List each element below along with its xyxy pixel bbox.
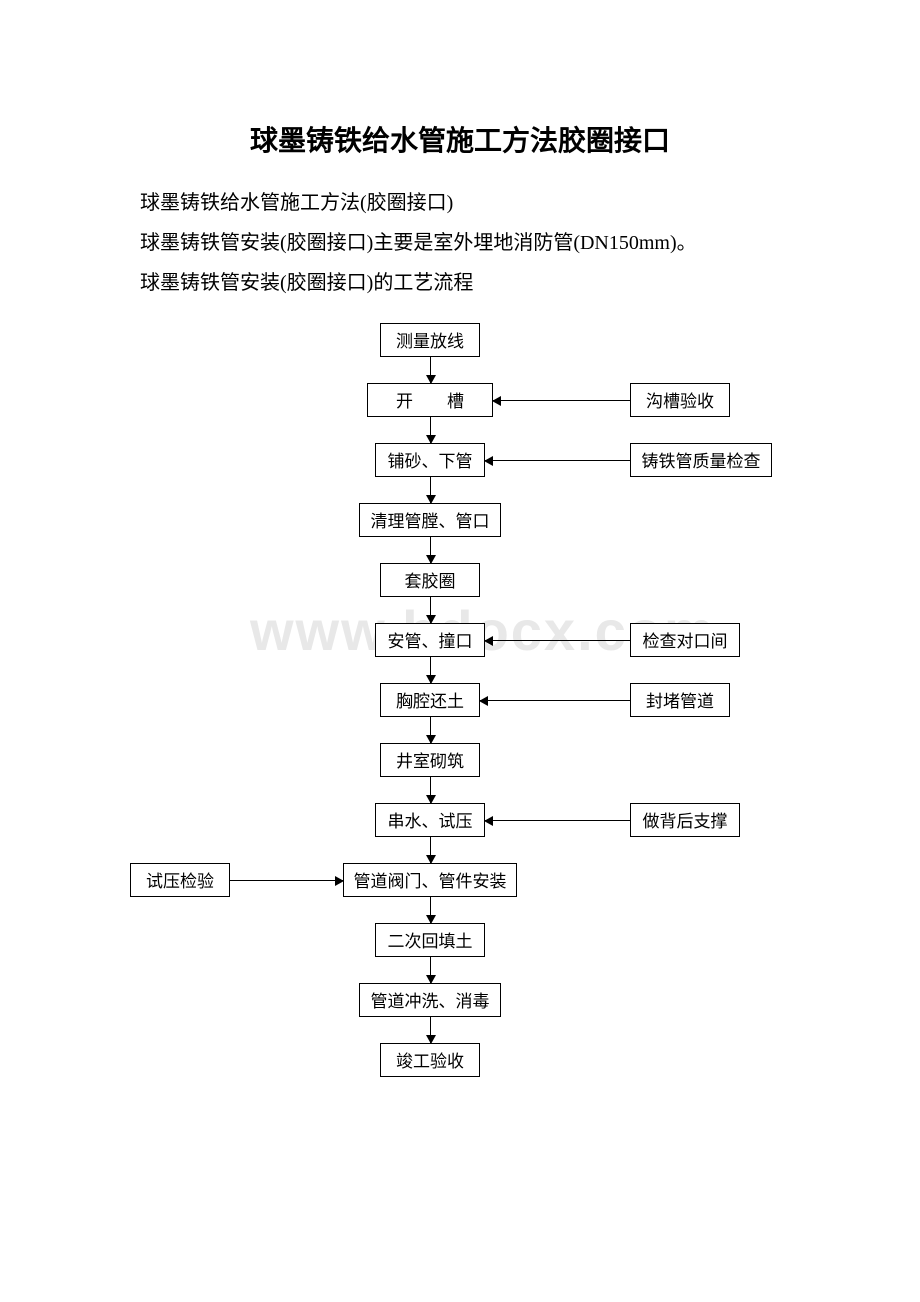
flow-arrow-down-7 bbox=[430, 777, 431, 803]
flow-side-s1: 沟槽验收 bbox=[630, 383, 730, 417]
flow-step-6: 胸腔还土 bbox=[380, 683, 480, 717]
flow-step-12: 竣工验收 bbox=[380, 1043, 480, 1077]
flow-step-3: 清理管膛、管口 bbox=[359, 503, 501, 537]
flow-arrow-left-s5 bbox=[485, 640, 630, 641]
flow-step-1: 开 槽 bbox=[367, 383, 493, 417]
flow-arrow-down-1 bbox=[430, 417, 431, 443]
flow-arrow-down-4 bbox=[430, 597, 431, 623]
paragraph-3: 球墨铸铁管安装(胶圈接口)的工艺流程 bbox=[100, 263, 820, 303]
flow-side-s2: 铸铁管质量检查 bbox=[630, 443, 772, 477]
flow-arrow-left-s1 bbox=[493, 400, 630, 401]
flow-step-2: 铺砂、下管 bbox=[375, 443, 485, 477]
flow-step-7: 井室砌筑 bbox=[380, 743, 480, 777]
flow-arrow-down-3 bbox=[430, 537, 431, 563]
flow-arrow-down-11 bbox=[430, 1017, 431, 1043]
flow-arrow-right-left9 bbox=[230, 880, 343, 881]
flow-arrow-left-s2 bbox=[485, 460, 630, 461]
flow-step-5: 安管、撞口 bbox=[375, 623, 485, 657]
flow-arrow-down-2 bbox=[430, 477, 431, 503]
flow-side-left9: 试压检验 bbox=[130, 863, 230, 897]
flow-step-4: 套胶圈 bbox=[380, 563, 480, 597]
flow-arrow-down-5 bbox=[430, 657, 431, 683]
flow-step-8: 串水、试压 bbox=[375, 803, 485, 837]
paragraph-1: 球墨铸铁给水管施工方法(胶圈接口) bbox=[100, 183, 820, 223]
flow-arrow-down-10 bbox=[430, 957, 431, 983]
flow-side-s6: 封堵管道 bbox=[630, 683, 730, 717]
flow-side-s5: 检查对口间 bbox=[630, 623, 740, 657]
flow-step-9: 管道阀门、管件安装 bbox=[343, 863, 517, 897]
flowchart: www.bdocx.com 测量放线开 槽铺砂、下管清理管膛、管口套胶圈安管、撞… bbox=[100, 323, 820, 1143]
flow-arrow-left-s8 bbox=[485, 820, 630, 821]
flow-arrow-down-6 bbox=[430, 717, 431, 743]
flow-arrow-down-9 bbox=[430, 897, 431, 923]
flow-step-11: 管道冲洗、消毒 bbox=[359, 983, 501, 1017]
flow-arrow-down-0 bbox=[430, 357, 431, 383]
flow-step-10: 二次回填土 bbox=[375, 923, 485, 957]
flow-side-s8: 做背后支撑 bbox=[630, 803, 740, 837]
flow-arrow-down-8 bbox=[430, 837, 431, 863]
page-title: 球墨铸铁给水管施工方法胶圈接口 bbox=[100, 119, 820, 159]
flow-arrow-left-s6 bbox=[480, 700, 630, 701]
flow-step-0: 测量放线 bbox=[380, 323, 480, 357]
paragraph-2: 球墨铸铁管安装(胶圈接口)主要是室外埋地消防管(DN150mm)。 bbox=[100, 223, 820, 263]
